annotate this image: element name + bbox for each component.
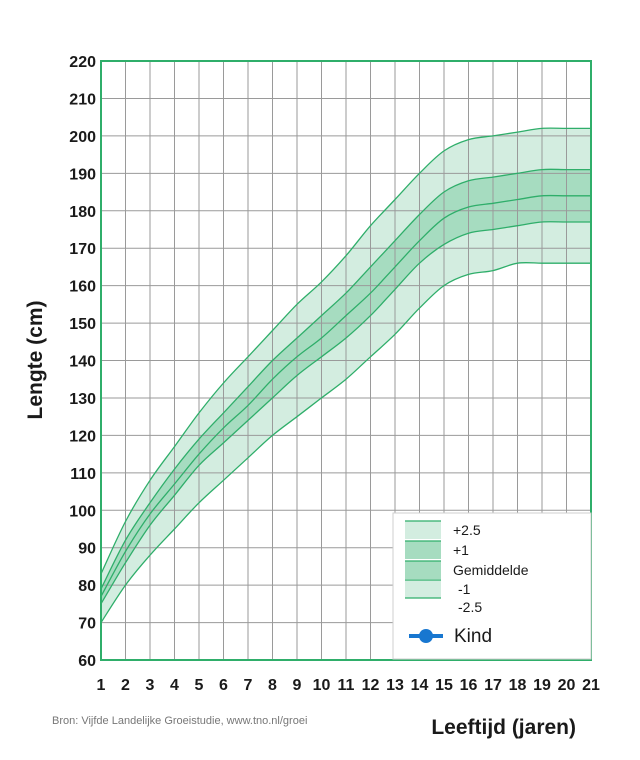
- percentile-curves: [100, 127, 591, 623]
- x-tick-label: 7: [244, 677, 253, 694]
- y-tick-label: 90: [78, 541, 96, 558]
- curve-line: [100, 127, 591, 575]
- y-tick-label: 130: [69, 391, 96, 408]
- legend-swatch: [405, 580, 441, 598]
- curve-line: [100, 168, 591, 590]
- y-tick-label: 150: [69, 316, 96, 333]
- x-tick-label: 4: [170, 677, 179, 694]
- legend-kind-marker: [419, 629, 433, 643]
- y-tick-label: 110: [70, 466, 96, 483]
- x-tick-label: 2: [121, 677, 130, 694]
- legend-label: -1: [458, 581, 471, 597]
- legend-swatch: [405, 541, 441, 559]
- x-tick-label: 16: [460, 677, 478, 694]
- x-tick-label: 10: [313, 677, 331, 694]
- y-tick-label: 160: [69, 279, 96, 296]
- x-tick-label: 1: [97, 677, 106, 694]
- legend-label: Gemiddelde: [453, 562, 529, 578]
- x-tick-label: 8: [268, 677, 277, 694]
- y-tick-label: 170: [69, 241, 96, 258]
- curve-line: [100, 261, 591, 623]
- y-axis-title: Lengte (cm): [24, 300, 47, 419]
- x-tick-label: 21: [582, 677, 600, 694]
- legend-swatch: [405, 561, 441, 579]
- y-tick-label: 220: [69, 54, 96, 71]
- curve-line: [100, 221, 591, 605]
- y-tick-label: 140: [69, 354, 96, 371]
- y-tick-label: 210: [69, 91, 96, 108]
- x-tick-label: 14: [411, 677, 429, 694]
- x-tick-label: 15: [435, 677, 453, 694]
- y-tick-label: 190: [69, 166, 96, 183]
- x-tick-label: 3: [146, 677, 155, 694]
- x-tick-label: 20: [558, 677, 576, 694]
- x-tick-label: 17: [484, 677, 502, 694]
- y-tick-label: 180: [69, 204, 96, 221]
- curve-line: [100, 194, 591, 597]
- source-note: Bron: Vijfde Landelijke Groeistudie, www…: [52, 715, 307, 727]
- x-tick-label: 11: [338, 677, 355, 694]
- y-tick-label: 120: [69, 428, 96, 445]
- legend-label: +1: [453, 542, 469, 558]
- plot-frame: [100, 60, 592, 661]
- legend-label: +2.5: [453, 522, 481, 538]
- y-tick-label: 80: [78, 578, 96, 595]
- x-axis-title: Leeftijd (jaren): [431, 716, 576, 739]
- y-tick-labels: 60 70 80 90 100 110 120 130 140 150 160 170 180 190 20…: [69, 54, 96, 670]
- x-tick-label: 19: [533, 677, 551, 694]
- legend-kind-label: Kind: [454, 626, 492, 647]
- y-tick-label: 200: [69, 129, 96, 146]
- x-tick-label: 9: [293, 677, 302, 694]
- x-tick-labels: 1 2 3 4 5 6 7 8 9 10 11 12 13 14 15 16 17 18 19 20 21: [97, 677, 600, 694]
- legend-label: -2.5: [458, 599, 482, 615]
- x-tick-label: 18: [509, 677, 527, 694]
- x-tick-label: 5: [195, 677, 204, 694]
- y-tick-label: 100: [69, 503, 96, 520]
- y-tick-label: 60: [78, 653, 96, 670]
- x-tick-label: 13: [386, 677, 404, 694]
- y-tick-label: 70: [78, 616, 96, 633]
- legend: +2.5 +1 Gemiddelde -1 -2.5 Kind: [392, 512, 592, 660]
- legend-swatch: [405, 521, 441, 539]
- x-tick-label: 6: [219, 677, 228, 694]
- x-tick-label: 12: [362, 677, 380, 694]
